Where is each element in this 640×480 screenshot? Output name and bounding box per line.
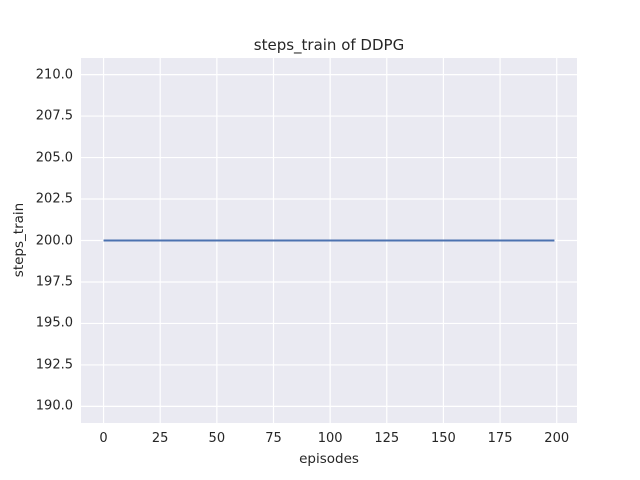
y-tick-label: 207.5	[35, 108, 73, 124]
y-tick-label: 205.0	[35, 150, 73, 166]
plot-area	[81, 58, 577, 423]
x-tick-label: 75	[265, 431, 282, 446]
x-tick-label: 175	[487, 431, 513, 446]
y-tick-label: 190.0	[35, 398, 73, 414]
x-tick-label: 200	[544, 431, 570, 446]
plot-canvas	[81, 58, 577, 423]
x-tick-label: 150	[431, 431, 456, 446]
x-tick-label: 25	[151, 431, 169, 446]
x-tick-label: 125	[374, 431, 400, 446]
x-tick-label: 100	[317, 431, 343, 446]
y-tick-label: 197.5	[35, 274, 73, 290]
y-tick-label: 210.0	[35, 67, 73, 83]
y-axis-label: steps_train	[11, 202, 27, 278]
x-tick-label: 50	[208, 431, 226, 446]
y-tick-label: 192.5	[35, 357, 73, 373]
y-tick-label: 202.5	[35, 191, 73, 207]
y-tick-label: 195.0	[35, 315, 73, 331]
x-tick-label: 0	[99, 431, 108, 446]
y-tick-label: 200.0	[35, 233, 73, 248]
chart-title: steps_train of DDPG	[253, 36, 405, 54]
x-axis-label: episodes	[299, 451, 359, 467]
